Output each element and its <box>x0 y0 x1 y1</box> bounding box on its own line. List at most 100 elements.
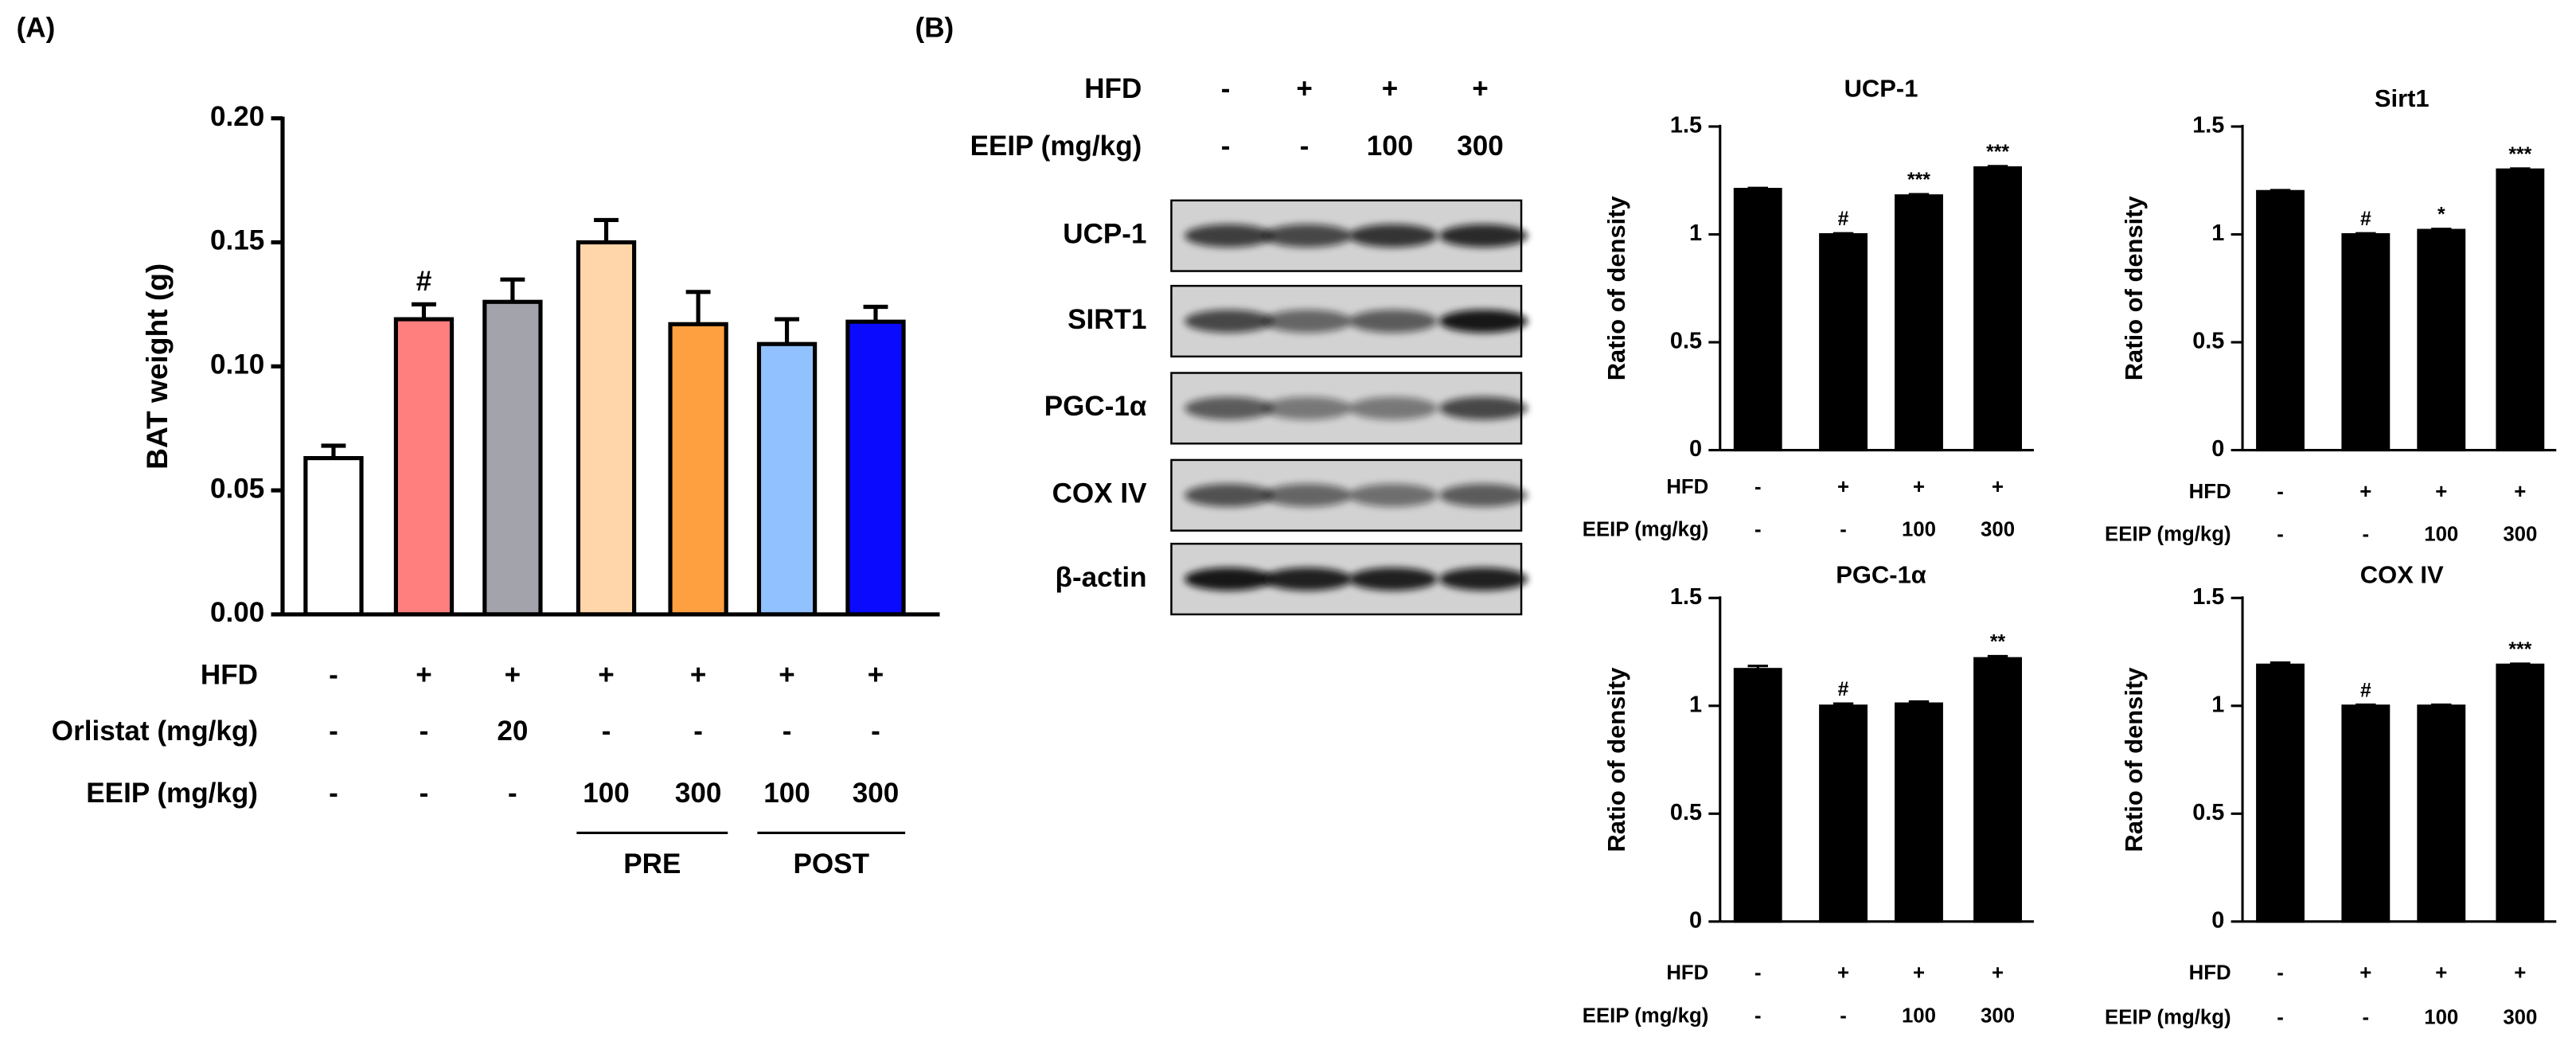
blot-row-label: SIRT1 <box>1067 304 1146 335</box>
condition-value: + <box>1382 73 1399 104</box>
condition-value: + <box>1913 476 1925 498</box>
y-tick-label: 1.5 <box>2192 113 2224 138</box>
condition-value: + <box>690 660 707 691</box>
condition-label: EEIP (mg/kg) <box>1583 518 1709 540</box>
condition-value: 100 <box>2424 1006 2458 1028</box>
condition-value: - <box>1221 73 1231 104</box>
significance-mark: # <box>1838 209 1849 230</box>
significance-mark: * <box>2437 205 2445 226</box>
condition-value: - <box>1754 962 1762 985</box>
bar <box>1973 166 2022 452</box>
blot-band <box>1438 396 1528 420</box>
y-tick-label: 0 <box>2211 436 2224 462</box>
significance-mark: *** <box>2508 144 2531 166</box>
condition-value: + <box>505 660 521 691</box>
y-tick-label: 0.5 <box>1670 800 1702 825</box>
condition-value: 300 <box>2503 1006 2537 1028</box>
blot-band <box>1438 310 1528 333</box>
significance-mark: # <box>2360 209 2371 230</box>
bar <box>1819 232 1868 452</box>
condition-value: - <box>871 716 880 747</box>
condition-label: EEIP (mg/kg) <box>1583 1004 1709 1027</box>
condition-value: + <box>598 660 615 691</box>
condition-value: - <box>1754 476 1762 498</box>
y-tick-label: 0.5 <box>2192 329 2224 354</box>
blot-row-label: β-actin <box>1056 562 1147 593</box>
blot-band <box>1184 483 1274 507</box>
panel-label: (A) <box>17 12 56 43</box>
blot-band <box>1348 567 1438 591</box>
blot-band <box>1263 396 1352 420</box>
bar <box>1895 194 1943 452</box>
condition-value: + <box>779 660 795 691</box>
y-tick-label: 0.15 <box>210 225 264 256</box>
condition-value: + <box>2435 962 2447 985</box>
condition-value: + <box>2359 481 2371 503</box>
condition-value: - <box>2277 1006 2284 1028</box>
condition-value: - <box>1754 1004 1762 1027</box>
bar <box>303 456 364 617</box>
blot-band <box>1348 396 1438 420</box>
condition-value: + <box>1992 476 2004 498</box>
bar <box>2417 704 2466 923</box>
bar <box>845 319 906 617</box>
condition-value: 300 <box>1981 1004 2015 1027</box>
condition-value: - <box>329 716 338 747</box>
bar <box>1895 702 1943 923</box>
bar <box>393 317 455 617</box>
condition-label: EEIP (mg/kg) <box>86 778 258 809</box>
condition-value: - <box>783 716 792 747</box>
bar <box>1973 657 2022 923</box>
y-axis-label: Ratio of density <box>2120 667 2148 852</box>
bar <box>1819 704 1868 923</box>
condition-value: - <box>1840 1004 1847 1027</box>
condition-value: + <box>1837 962 1849 985</box>
blot-band <box>1348 224 1438 248</box>
bar <box>2496 168 2545 452</box>
blot-band <box>1348 310 1438 333</box>
condition-value: - <box>602 716 611 747</box>
blot-band <box>1184 310 1274 333</box>
condition-value: 100 <box>1367 131 1414 162</box>
condition-value: 300 <box>675 778 722 809</box>
condition-label: HFD <box>1666 476 1708 498</box>
condition-value: - <box>2277 481 2284 503</box>
condition-label: Orlistat (mg/kg) <box>52 716 258 747</box>
y-axis-label: Ratio of density <box>2120 195 2148 380</box>
condition-value: 100 <box>763 778 810 809</box>
condition-value: - <box>2363 1006 2370 1028</box>
panel-label: (B) <box>915 12 954 43</box>
condition-value: + <box>1992 962 2004 985</box>
condition-label: HFD <box>1666 962 1708 985</box>
condition-label: EEIP (mg/kg) <box>2105 1006 2231 1028</box>
condition-label: EEIP (mg/kg) <box>970 131 1142 162</box>
significance-mark: # <box>416 266 432 297</box>
group-label: PRE <box>623 848 681 879</box>
condition-value: 20 <box>497 716 528 747</box>
blot-band <box>1263 224 1352 248</box>
chart-title: COX IV <box>2360 561 2444 589</box>
condition-value: + <box>1913 962 1925 985</box>
condition-value: - <box>508 778 517 809</box>
condition-value: - <box>693 716 703 747</box>
condition-value: + <box>2514 962 2526 985</box>
condition-value: 300 <box>1457 131 1504 162</box>
bar <box>2256 189 2305 452</box>
condition-label: HFD <box>2189 962 2231 985</box>
bar <box>668 322 728 617</box>
y-tick-label: 0 <box>1689 436 1702 462</box>
condition-value: + <box>2435 481 2447 503</box>
condition-value: 100 <box>1902 1004 1936 1027</box>
blot-band <box>1438 567 1528 591</box>
bar <box>2496 663 2545 923</box>
group-label: POST <box>794 848 870 879</box>
blot-band <box>1263 567 1352 591</box>
condition-value: - <box>420 778 429 809</box>
y-axis-label: Ratio of density <box>1602 195 1630 380</box>
y-tick-label: 1 <box>1689 692 1702 717</box>
significance-mark: # <box>2360 680 2371 701</box>
condition-label: HFD <box>201 660 258 691</box>
y-tick-label: 0.5 <box>1670 329 1702 354</box>
condition-value: + <box>1837 476 1849 498</box>
